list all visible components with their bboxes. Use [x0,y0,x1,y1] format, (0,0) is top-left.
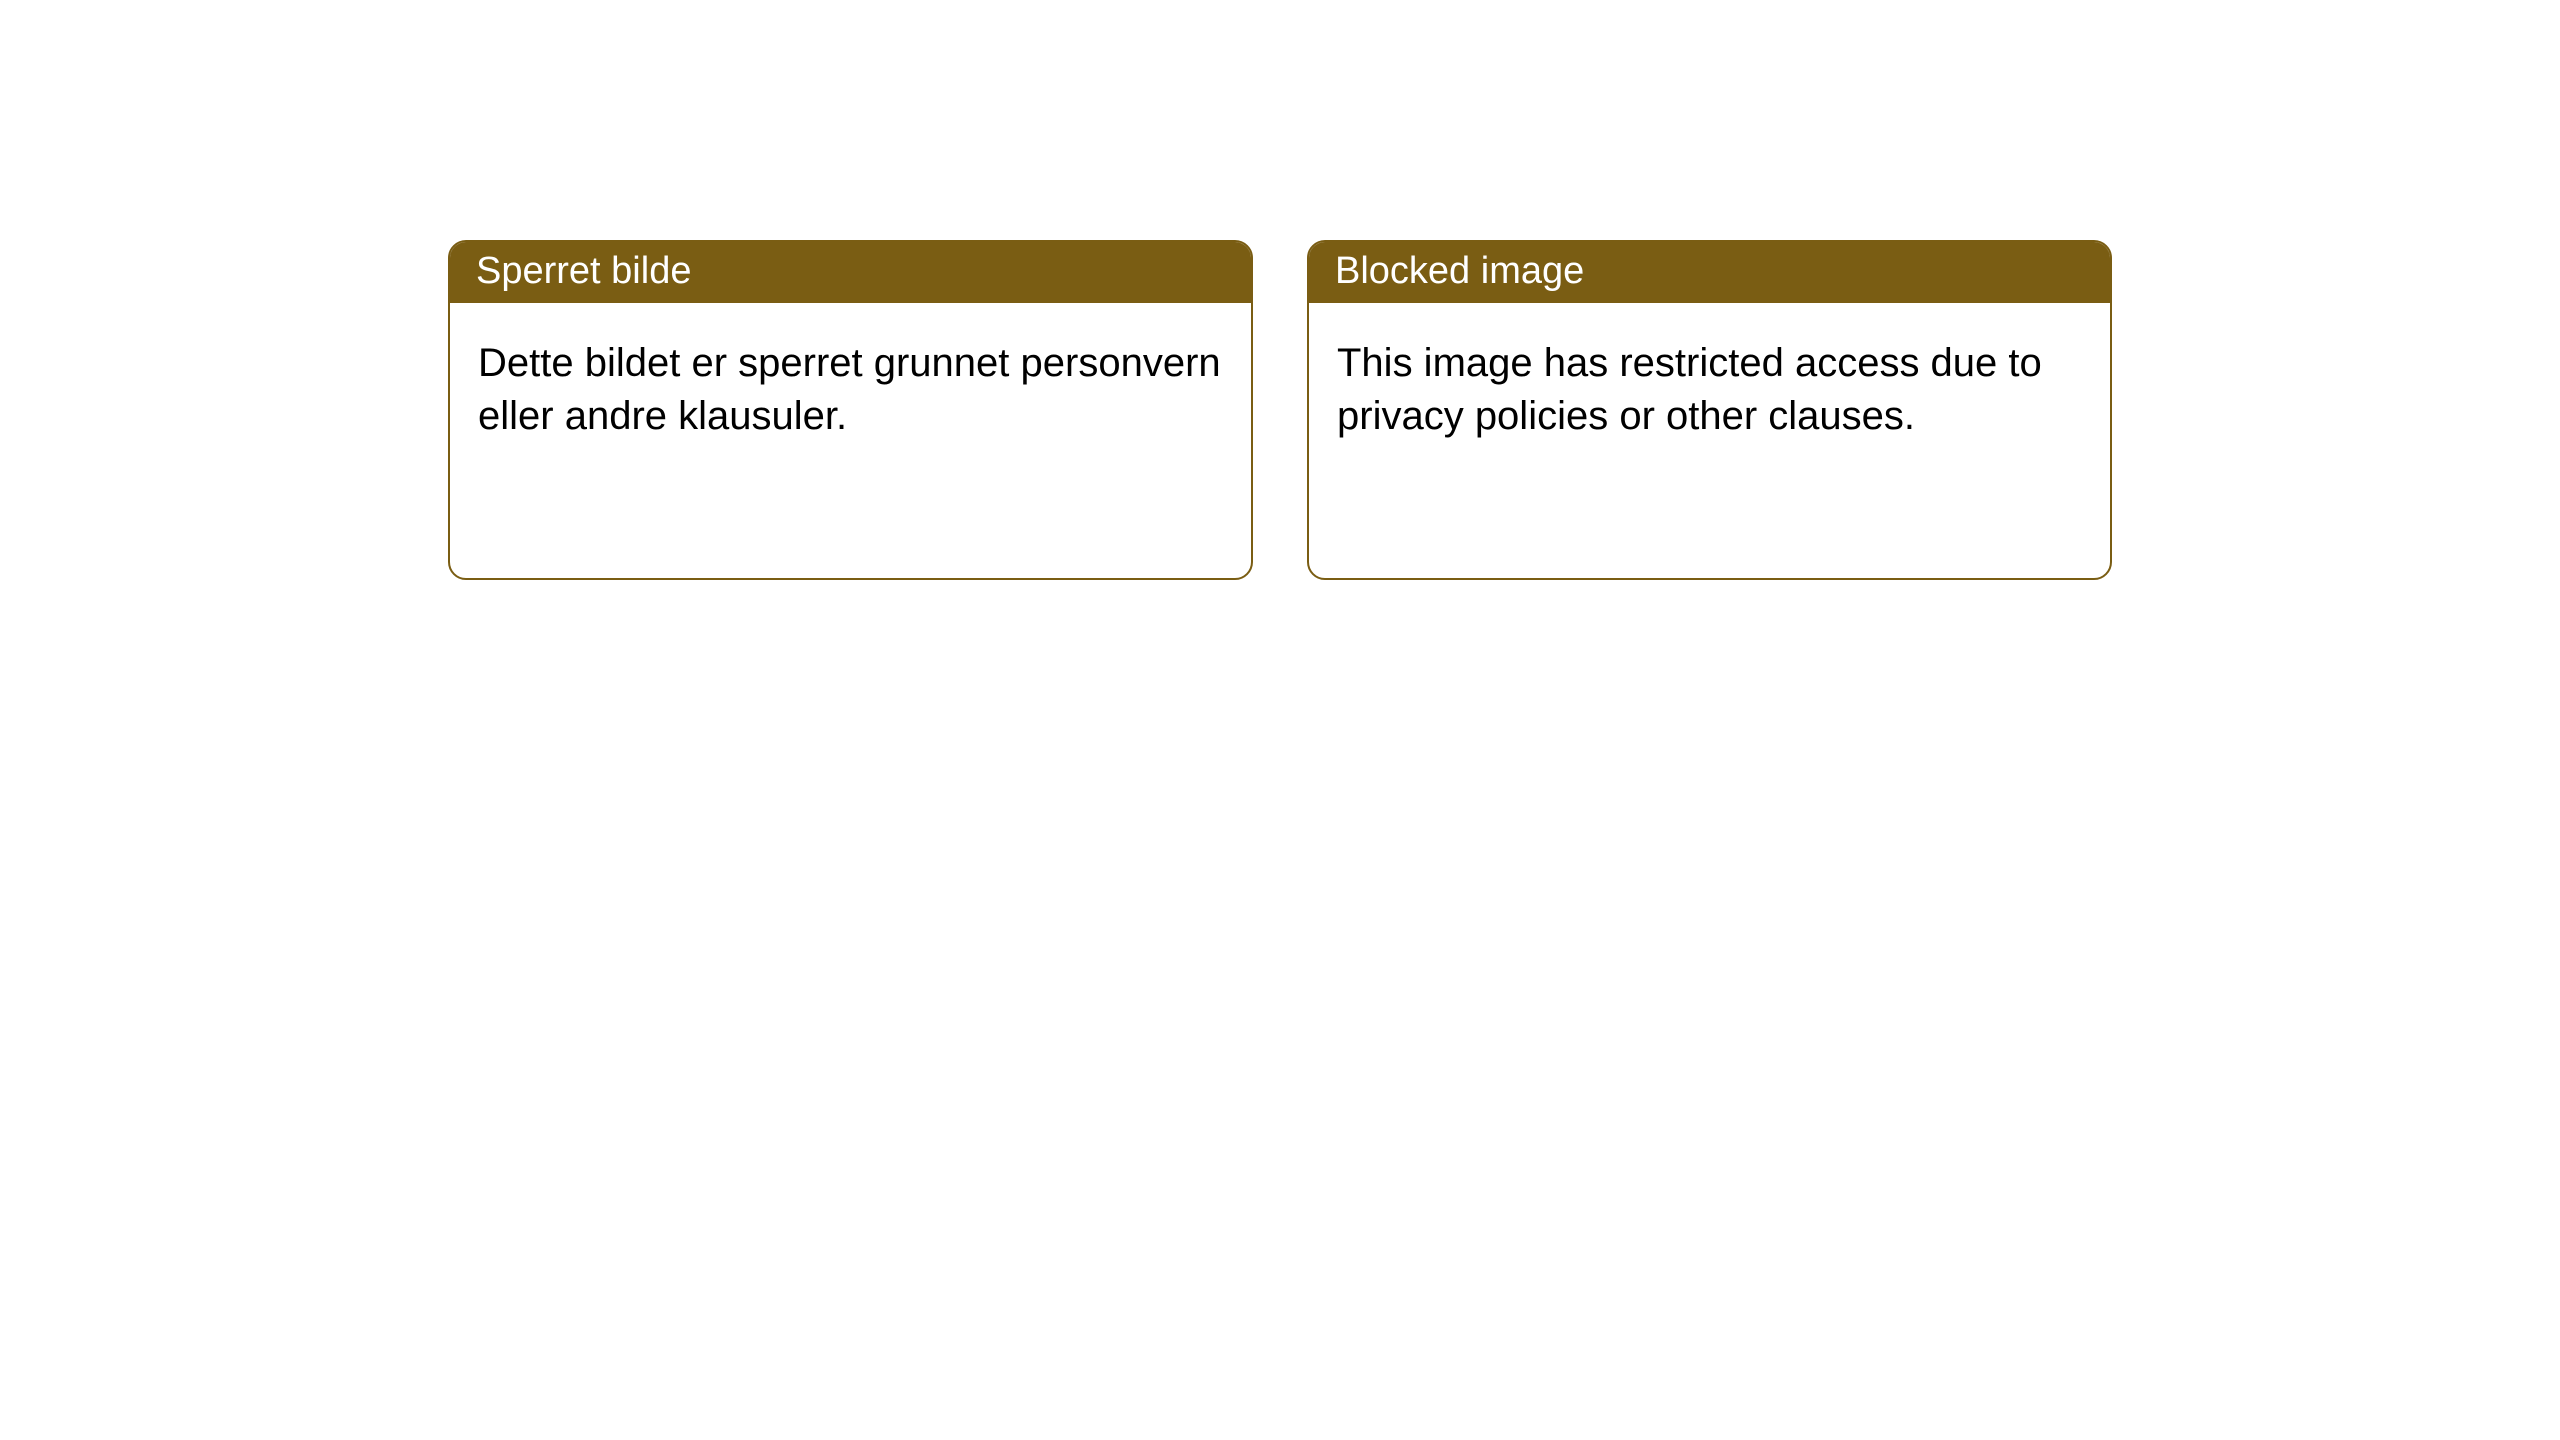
card-title: Blocked image [1335,250,1584,292]
card-body-text: Dette bildet er sperret grunnet personve… [478,341,1221,438]
card-title: Sperret bilde [476,250,691,292]
card-body-text: This image has restricted access due to … [1337,341,2042,438]
card-body: Dette bildet er sperret grunnet personve… [450,303,1251,578]
notice-card-norwegian: Sperret bilde Dette bildet er sperret gr… [448,240,1253,580]
card-body: This image has restricted access due to … [1309,303,2110,578]
notice-card-row: Sperret bilde Dette bildet er sperret gr… [0,0,2560,580]
card-header: Sperret bilde [450,242,1251,303]
notice-card-english: Blocked image This image has restricted … [1307,240,2112,580]
card-header: Blocked image [1309,242,2110,303]
